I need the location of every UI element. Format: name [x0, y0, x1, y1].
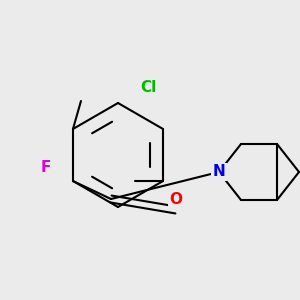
Text: N: N: [213, 164, 225, 179]
Text: O: O: [169, 193, 182, 208]
Text: F: F: [41, 160, 51, 175]
Text: Cl: Cl: [140, 80, 156, 95]
